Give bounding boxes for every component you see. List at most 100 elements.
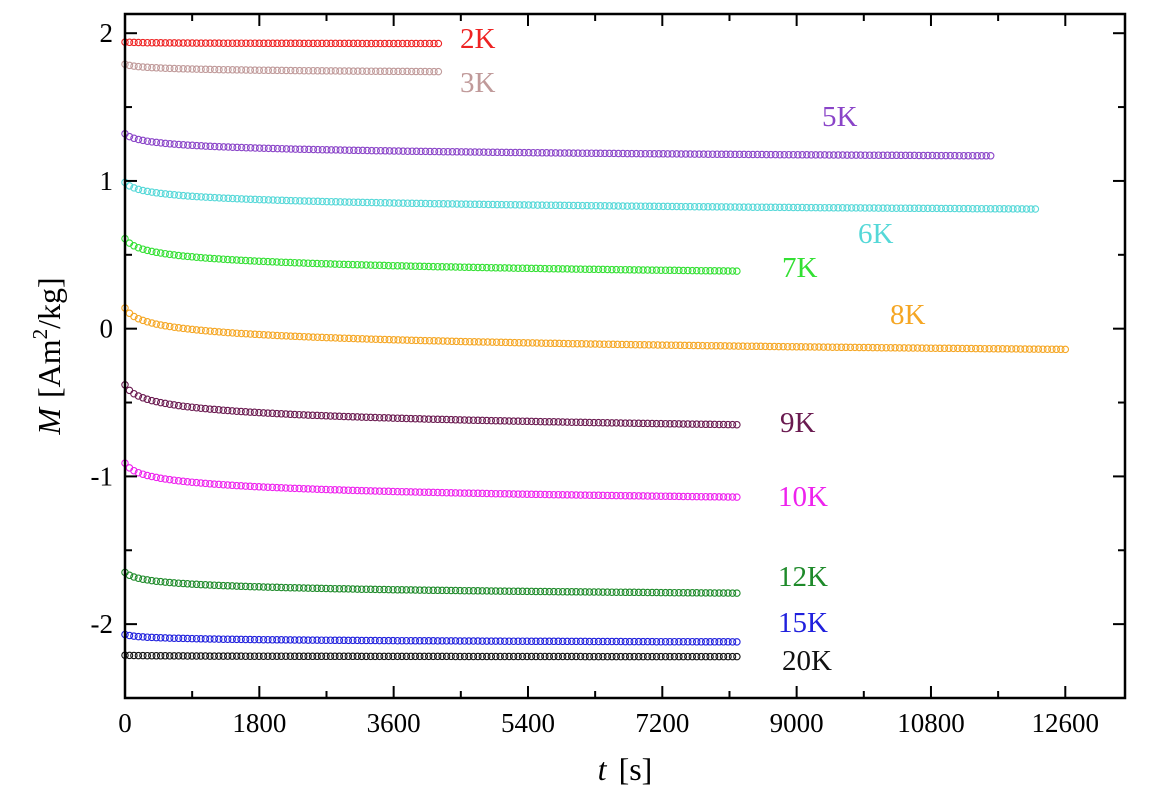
data-point [402, 488, 411, 496]
data-point [165, 652, 174, 660]
data-point [161, 190, 170, 198]
data-point [560, 201, 569, 210]
data-point [327, 197, 336, 206]
data-point [255, 195, 264, 204]
data-point [599, 637, 607, 646]
data-point [592, 201, 600, 210]
data-point [317, 259, 326, 268]
data-point [318, 333, 326, 342]
data-point [618, 340, 626, 349]
data-point [448, 337, 456, 346]
data-point [407, 636, 415, 645]
data-point [851, 343, 859, 352]
data-point [255, 652, 263, 660]
data-point [480, 200, 488, 209]
data-point [426, 199, 434, 208]
data-point [643, 492, 652, 500]
data-point [170, 64, 179, 73]
data-point [728, 589, 737, 597]
data-point [502, 148, 511, 157]
data-point [170, 401, 178, 409]
data-point [152, 633, 161, 642]
data-point [277, 66, 286, 75]
data-point [901, 204, 910, 212]
data-point [496, 637, 504, 645]
data-point [603, 588, 612, 596]
data-point [706, 267, 714, 275]
data-point [536, 490, 545, 499]
data-point [232, 256, 241, 264]
data-point [487, 489, 496, 498]
data-point [430, 337, 438, 345]
data-point [206, 635, 214, 643]
data-point [670, 266, 679, 275]
data-point [717, 150, 726, 159]
data-point [402, 262, 411, 270]
data-point [861, 151, 869, 159]
data-point [505, 637, 513, 645]
data-point [152, 473, 161, 482]
data-point [277, 652, 286, 660]
data-point [639, 492, 647, 500]
data-point [632, 202, 641, 210]
data-point [223, 481, 232, 489]
data-point [242, 66, 250, 74]
data-point [439, 147, 448, 156]
data-point [375, 652, 384, 661]
data-point [317, 411, 326, 420]
data-point [762, 203, 771, 212]
data-point [259, 635, 268, 644]
data-point [215, 635, 223, 643]
data-point [366, 261, 375, 269]
data-point [282, 39, 290, 48]
data-point [658, 341, 667, 349]
data-point [241, 256, 250, 265]
data-point [143, 246, 152, 255]
y-tick-label: 0 [100, 314, 114, 344]
data-point [869, 343, 877, 352]
data-point [465, 489, 473, 497]
data-point [179, 477, 187, 486]
data-point [592, 149, 600, 158]
data-point [344, 652, 353, 661]
data-point [433, 652, 442, 661]
data-point [416, 586, 424, 594]
data-point [304, 652, 312, 661]
data-point [327, 67, 335, 75]
data-point [634, 492, 643, 500]
data-point [710, 267, 719, 275]
data-point [246, 257, 254, 265]
data-point [733, 493, 741, 501]
data-point [161, 634, 169, 642]
data-point [125, 631, 134, 640]
data-point [603, 265, 612, 274]
data-point [825, 151, 833, 159]
data-point [599, 652, 607, 661]
data-point [783, 342, 792, 351]
data-point [945, 344, 953, 353]
data-point [430, 147, 439, 156]
data-point [811, 151, 820, 159]
data-point [1048, 345, 1056, 353]
data-point [608, 265, 616, 274]
data-point [269, 144, 277, 153]
data-point [228, 256, 236, 264]
data-point [380, 652, 388, 661]
data-point [572, 265, 580, 273]
data-point [583, 149, 591, 157]
data-point [617, 637, 625, 646]
data-point [892, 151, 901, 160]
data-point [585, 418, 594, 427]
data-point [291, 145, 300, 153]
data-point [371, 261, 379, 269]
data-point [721, 342, 729, 350]
data-point [175, 191, 183, 199]
data-point [491, 264, 500, 272]
data-point [210, 39, 219, 47]
data-point [940, 344, 949, 353]
data-point [286, 258, 295, 267]
data-point [733, 589, 741, 597]
data-point [286, 652, 295, 660]
data-point [684, 637, 692, 646]
data-point [354, 67, 362, 75]
